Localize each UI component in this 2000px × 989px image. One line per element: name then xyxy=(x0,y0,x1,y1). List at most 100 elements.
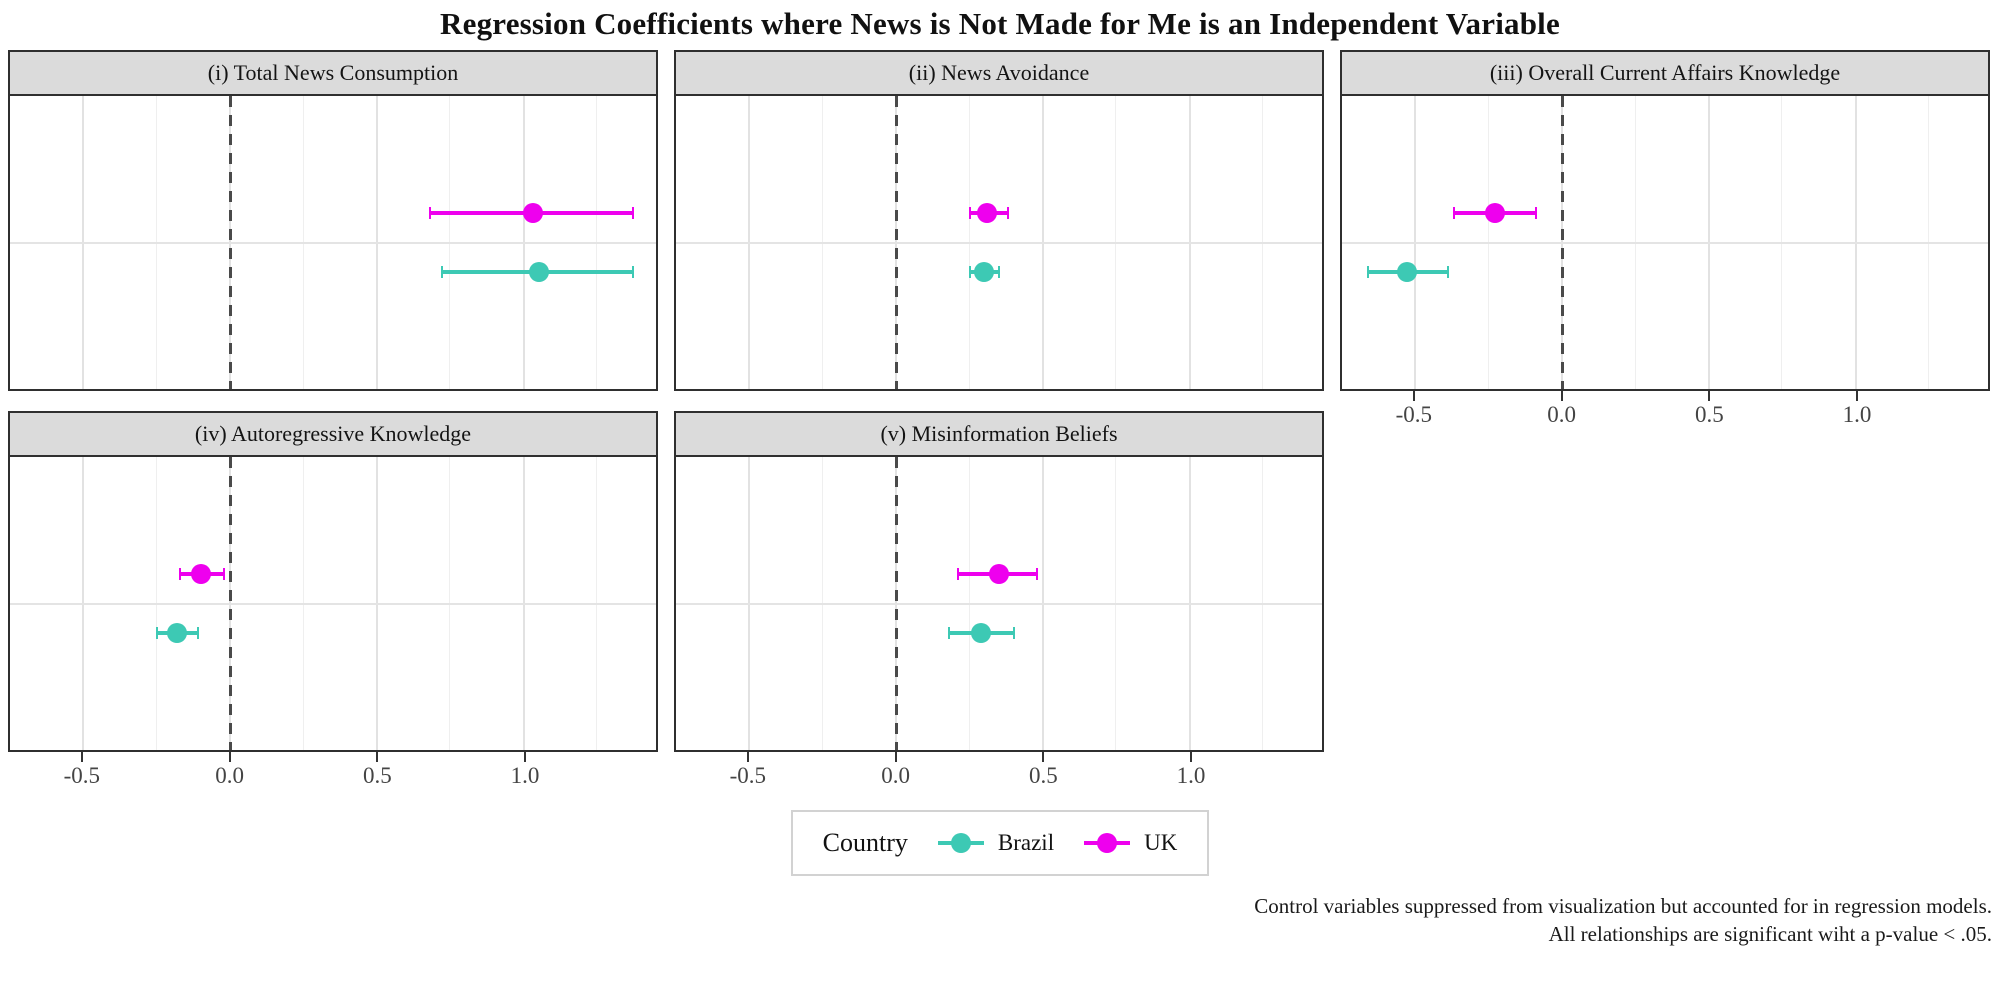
x-tick-mark xyxy=(1412,391,1415,401)
error-bar-cap-high xyxy=(631,265,634,278)
x-tick-mark xyxy=(524,752,527,762)
gridline-horizontal xyxy=(676,602,1322,605)
error-bar-cap-high xyxy=(1012,626,1015,639)
x-axis: -0.5 0.0 0.5 1.0 xyxy=(674,752,1324,798)
zero-reference-line xyxy=(894,96,898,389)
x-tick-mark xyxy=(1856,391,1859,401)
facet-strip: (iii) Overall Current Affairs Knowledge xyxy=(1340,50,1990,96)
error-bar-cap-low xyxy=(956,568,959,581)
error-bar-cap-low xyxy=(968,207,971,220)
x-axis: -0.5 0.0 0.5 1.0 xyxy=(1340,391,1990,437)
x-tick-label: 1.0 xyxy=(1176,763,1206,788)
x-tick-label: 0.0 xyxy=(1547,402,1576,427)
x-tick-mark xyxy=(746,752,749,762)
gridline-horizontal xyxy=(676,241,1322,244)
plot-area xyxy=(1340,96,1990,391)
point-estimate-uk xyxy=(190,564,211,585)
strip-label: (iii) Overall Current Affairs Knowledge xyxy=(1489,60,1841,85)
legend-item-brazil: Brazil xyxy=(937,830,1055,856)
x-tick-label: 0.5 xyxy=(1694,402,1724,427)
x-tick-label: -0.5 xyxy=(63,763,101,788)
uk-pointrange-icon xyxy=(1084,830,1131,856)
zero-reference-line xyxy=(228,457,232,750)
caption-line-2: All relationships are significant wiht a… xyxy=(1548,922,1992,947)
error-bar-cap-low xyxy=(1452,207,1455,220)
error-bar-cap-high xyxy=(1036,568,1039,581)
gridline-horizontal xyxy=(10,602,656,605)
x-tick-label: 0.5 xyxy=(1028,763,1058,788)
error-bar-cap-high xyxy=(196,626,199,639)
strip-label: (iv) Autoregressive Knowledge xyxy=(194,421,472,446)
facet: (v) Misinformation Beliefs -0.5 0.0 0.5 1.0 xyxy=(674,411,1324,788)
error-bar-cap-low xyxy=(428,207,431,220)
facet-grid: (i) Total News Consumption (ii) News Avoi… xyxy=(0,42,2000,788)
strip-label: (ii) News Avoidance xyxy=(908,60,1090,85)
legend-label-uk: UK xyxy=(1144,830,1178,855)
error-bar-cap-high xyxy=(1006,207,1009,220)
caption-line-1: Control variables suppressed from visual… xyxy=(1254,894,1992,918)
facet-strip: (v) Misinformation Beliefs xyxy=(674,411,1324,457)
x-tick-label: -0.5 xyxy=(729,763,767,788)
point-estimate-brazil xyxy=(528,261,549,282)
x-tick-mark xyxy=(228,752,231,762)
gridline-horizontal xyxy=(10,241,656,244)
x-tick-label: 1.0 xyxy=(1842,402,1872,427)
error-bar-cap-low xyxy=(968,265,971,278)
brazil-key-dot xyxy=(950,833,971,853)
point-estimate-brazil xyxy=(971,622,992,643)
point-estimate-uk xyxy=(522,203,543,224)
error-bar-cap-low xyxy=(948,626,951,639)
point-estimate-uk xyxy=(977,203,998,224)
facet-strip: (iv) Autoregressive Knowledge xyxy=(8,411,658,457)
plot-area xyxy=(674,96,1324,391)
error-bar-cap-high xyxy=(631,207,634,220)
x-tick-label: 0.5 xyxy=(362,763,392,788)
facet-strip: (ii) News Avoidance xyxy=(674,50,1324,96)
x-tick-label: -0.5 xyxy=(1395,402,1433,427)
point-estimate-brazil xyxy=(974,261,995,282)
x-tick-label: 0.0 xyxy=(881,763,910,788)
x-tick-mark xyxy=(1042,752,1045,762)
point-estimate-uk xyxy=(989,564,1009,585)
error-bar-cap-low xyxy=(179,568,182,581)
legend: Country Brazil UK xyxy=(0,810,2000,876)
facet-strip: (i) Total News Consumption xyxy=(8,50,658,96)
facet: (ii) News Avoidance xyxy=(674,50,1324,391)
x-tick-mark xyxy=(376,752,379,762)
strip-label: (i) Total News Consumption xyxy=(207,60,459,85)
legend-item-uk: UK xyxy=(1084,830,1177,856)
x-tick-mark xyxy=(1708,391,1711,401)
legend-label-brazil: Brazil xyxy=(997,830,1055,855)
strip-label: (v) Misinformation Beliefs xyxy=(880,421,1118,446)
gridline-horizontal xyxy=(1342,241,1988,244)
x-tick-mark xyxy=(1190,752,1193,762)
plot-area xyxy=(8,96,658,391)
legend-box: Country Brazil UK xyxy=(790,810,1210,876)
facet: (i) Total News Consumption xyxy=(8,50,658,391)
x-tick-mark xyxy=(894,752,897,762)
zero-reference-line xyxy=(228,96,232,389)
x-tick-mark xyxy=(80,752,83,762)
error-bar-cap-high xyxy=(1446,265,1449,278)
x-tick-label: 1.0 xyxy=(510,763,540,788)
plot-area xyxy=(674,457,1324,752)
x-tick-label: 0.0 xyxy=(215,763,244,788)
x-tick-mark xyxy=(1560,391,1563,401)
point-estimate-uk xyxy=(1484,203,1505,224)
zero-reference-line xyxy=(894,457,898,750)
facet: (iii) Overall Current Affairs Knowledge -… xyxy=(1340,50,1990,427)
point-estimate-brazil xyxy=(167,622,188,643)
uk-key-dot xyxy=(1097,833,1118,853)
facet: (iv) Autoregressive Knowledge -0.5 0.0 0.5 1… xyxy=(8,411,658,788)
zero-reference-line xyxy=(1560,96,1564,389)
error-bar-cap-high xyxy=(223,568,226,581)
brazil-pointrange-icon xyxy=(937,830,984,856)
x-axis: -0.5 0.0 0.5 1.0 xyxy=(8,752,658,798)
error-bar-cap-high xyxy=(1534,207,1537,220)
plot-title: Regression Coefficients where News is No… xyxy=(440,6,1560,41)
point-estimate-brazil xyxy=(1396,261,1417,282)
error-bar-cap-low xyxy=(440,265,443,278)
legend-title: Country xyxy=(822,828,908,857)
error-bar-cap-low xyxy=(1367,265,1370,278)
